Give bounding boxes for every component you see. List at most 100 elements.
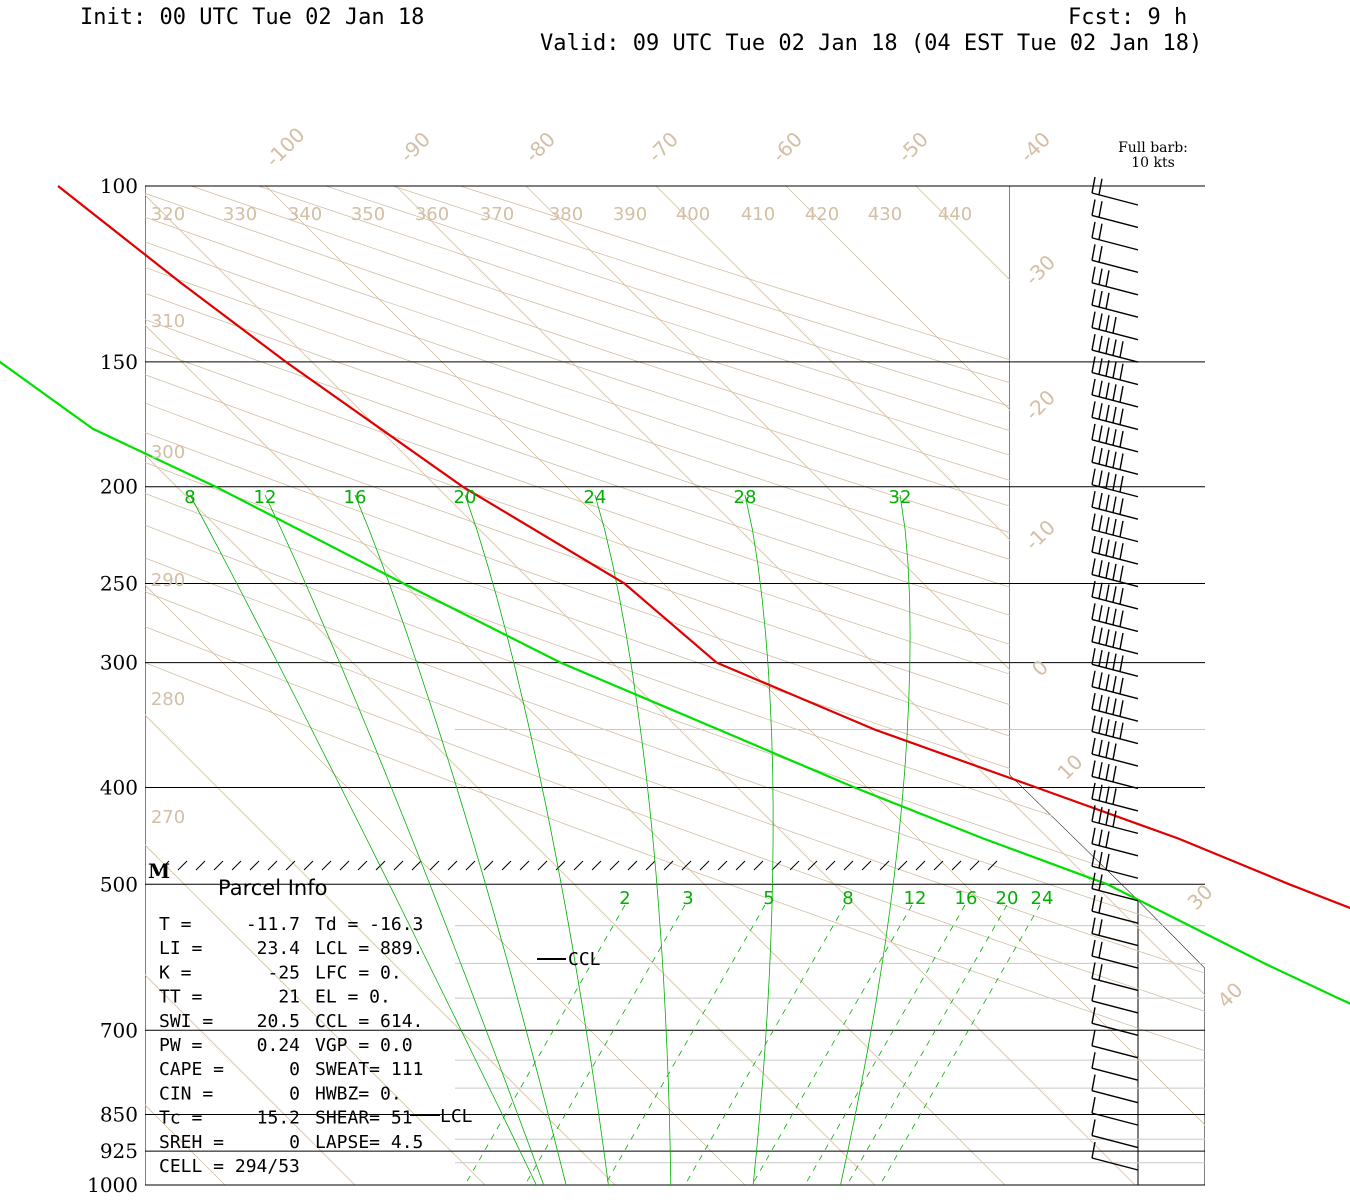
mixing-ratio-label: 24 <box>1031 888 1054 909</box>
forecast-hour: Fcst: 9 h <box>1068 5 1187 30</box>
hatch-mark <box>609 860 620 871</box>
isotherm-line <box>0 186 95 1185</box>
parcel-info-key: K = <box>159 962 192 983</box>
wind-barb <box>1091 401 1139 431</box>
isotherm-label: -20 <box>1020 385 1060 425</box>
parcel-info-key2: SHEAR= 51 <box>315 1108 413 1129</box>
isotherm-line <box>145 186 616 1185</box>
mixing-ratio-line <box>594 494 672 1186</box>
isotherm-label: -80 <box>520 127 560 167</box>
dry-adiabat-line <box>145 186 1205 1185</box>
wind-barb <box>1091 962 1139 992</box>
isobars <box>145 185 1205 1186</box>
hatch-mark <box>933 860 944 871</box>
hatch-mark <box>195 860 206 871</box>
hatch-mark <box>573 860 584 871</box>
wind-barb <box>1091 311 1139 341</box>
lcl-label: LCL <box>440 1106 473 1127</box>
hatch-mark <box>915 860 926 871</box>
hatch-mark <box>699 860 710 871</box>
wind-barb <box>1091 378 1139 408</box>
mixing-ratio-label: 2 <box>619 888 630 909</box>
hatch-mark <box>501 860 512 871</box>
marker-m: M <box>148 859 170 883</box>
isotherm-label: -90 <box>395 127 435 167</box>
parcel-info-key: CAPE = <box>159 1059 224 1080</box>
theta-label: 340 <box>288 204 322 225</box>
wind-barb <box>1091 805 1139 835</box>
parcel-info-key: SREH = <box>159 1132 224 1153</box>
pressure-tick-label: 925 <box>100 1139 138 1163</box>
mixing-ratio-label: 12 <box>254 487 277 508</box>
theta-label: 430 <box>868 204 902 225</box>
barb-legend-line2: 10 kts <box>1131 155 1175 171</box>
mixing-ratio-dashed-line <box>684 904 846 1186</box>
pressure-tick-label: 500 <box>100 872 138 896</box>
hatch-mark <box>555 860 566 871</box>
hatch-mark <box>861 860 872 871</box>
wind-barb <box>1091 827 1139 857</box>
dry-adiabat-line <box>460 186 1205 1185</box>
hatch-mark <box>735 860 746 871</box>
pressure-tick-label: 300 <box>100 651 138 675</box>
mixing-ratio-line <box>840 494 911 1186</box>
hatch-mark <box>303 860 314 871</box>
temperature-series-line <box>57 185 1350 910</box>
barb-legend-line1: Full barb: <box>1118 140 1188 156</box>
theta-label: 280 <box>151 689 185 710</box>
parcel-info-key2: LCL = 889. <box>315 938 423 959</box>
parcel-info-key: TT = <box>159 987 203 1008</box>
wind-barb <box>1091 333 1139 363</box>
wind-barb <box>1091 289 1139 318</box>
wind-barb <box>1091 782 1139 812</box>
isotherm-label: 40 <box>1213 978 1248 1013</box>
hatch-mark <box>483 860 494 871</box>
isotherm-line <box>145 186 1006 1185</box>
wind-barb <box>1091 491 1139 520</box>
mixing-ratio-label: 32 <box>889 487 912 508</box>
mixing-ratio-dashed-line <box>804 904 966 1186</box>
hatch-mark <box>951 860 962 871</box>
wind-barb <box>1091 670 1139 700</box>
wind-barb <box>1091 1119 1139 1149</box>
plot-frame <box>145 186 1205 1185</box>
isotherm-label: -60 <box>767 127 807 167</box>
pressure-tick-label: 1000 <box>87 1173 138 1197</box>
parcel-info-title: Parcel Info <box>218 876 327 900</box>
pressure-tick-label: 700 <box>100 1018 138 1042</box>
mixing-ratio-dashed-line <box>879 904 1041 1186</box>
hatch-mark <box>591 860 602 871</box>
theta-label: 370 <box>480 204 514 225</box>
wind-barb <box>1091 917 1139 947</box>
isotherm-line <box>1175 186 1205 1185</box>
dry-adiabat-line <box>392 186 1205 1185</box>
wind-barb <box>1091 558 1139 588</box>
wind-barb <box>1091 895 1139 924</box>
theta-label: 420 <box>805 204 839 225</box>
wind-barbs <box>1091 176 1139 1171</box>
parcel-info-value: 0 <box>289 1132 300 1153</box>
hatch-mark <box>681 860 692 871</box>
parcel-info-key: SWI = <box>159 1011 213 1032</box>
parcel-info-key2: VGP = 0.0 <box>315 1035 413 1056</box>
theta-label: 270 <box>151 807 185 828</box>
isotherm-line <box>145 186 1136 1185</box>
mixing-ratio-label: 8 <box>184 487 195 508</box>
isotherm-line <box>145 186 876 1185</box>
pressure-tick-label: 200 <box>100 475 138 499</box>
mixing-ratio-dashed-line <box>751 904 913 1186</box>
hatch-mark <box>285 860 296 871</box>
wind-barb <box>1091 199 1139 229</box>
hatch-mark <box>447 860 458 871</box>
hatch-mark <box>645 860 656 871</box>
isotherm-label: -100 <box>261 123 310 172</box>
theta-label: 350 <box>351 204 385 225</box>
parcel-info-key: CELL = 294/53 <box>159 1156 300 1177</box>
dry-adiabat-line <box>258 186 1205 1185</box>
parcel-info-key2: EL = 0. <box>315 987 391 1008</box>
hatch-mark <box>267 860 278 871</box>
wind-barb <box>1091 760 1139 790</box>
pressure-tick-label: 250 <box>100 572 138 596</box>
hatch-mark <box>537 860 548 871</box>
